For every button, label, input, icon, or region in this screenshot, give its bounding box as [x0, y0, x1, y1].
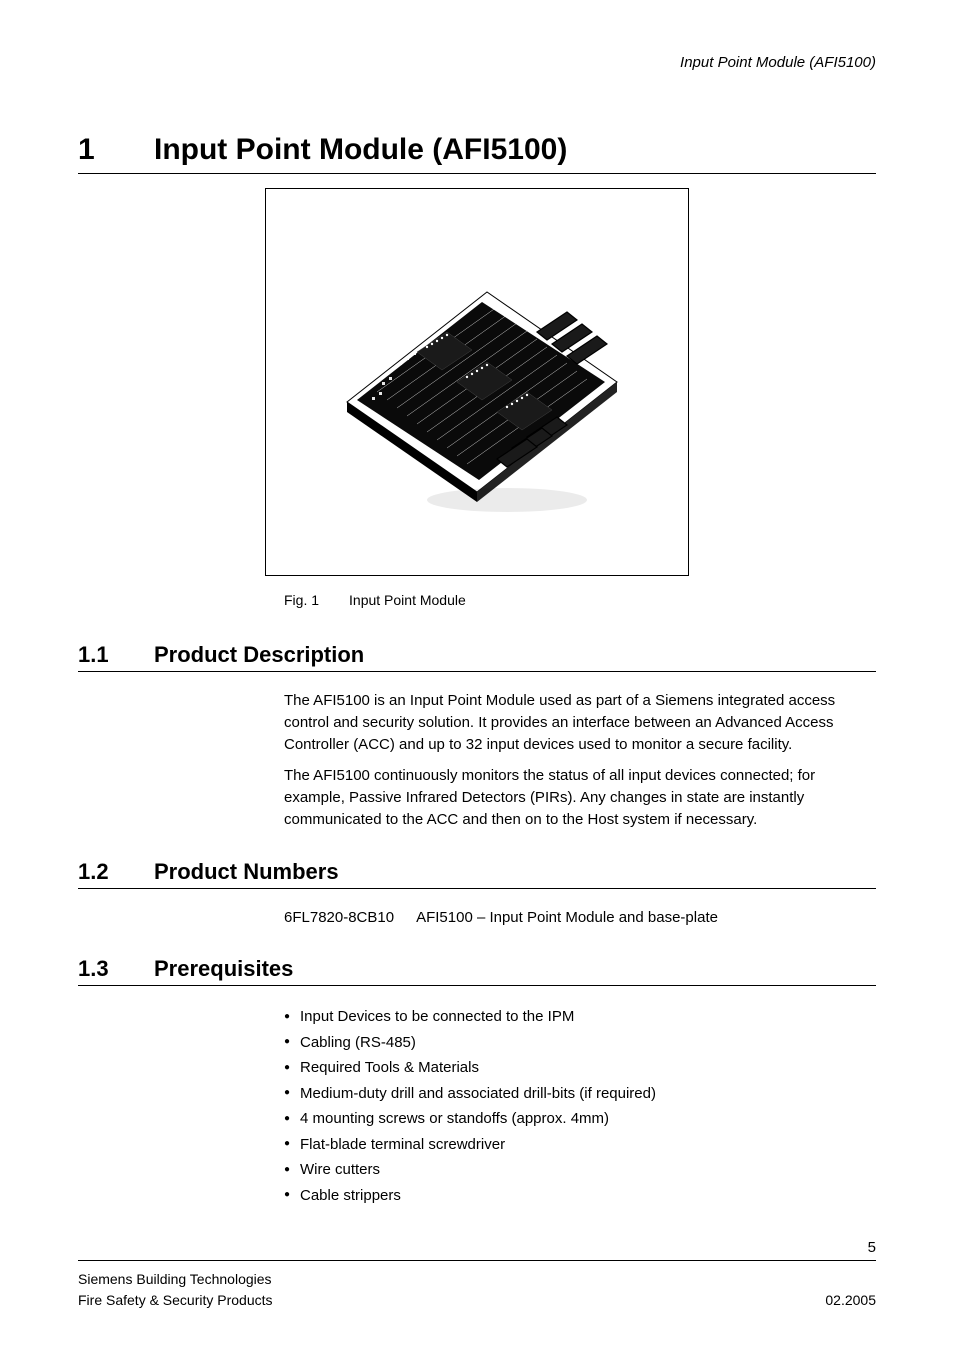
list-item: Flat-blade terminal screwdriver [284, 1132, 870, 1158]
chapter-title: Input Point Module (AFI5100) [154, 133, 567, 167]
section-heading-1-3: 1.3 Prerequisites [78, 956, 876, 986]
section-title: Product Numbers [154, 859, 339, 885]
pcb-illustration [307, 232, 647, 532]
section-1-3-body: Input Devices to be connected to the IPM… [284, 1004, 870, 1208]
section-number: 1.3 [78, 956, 154, 982]
paragraph: The AFI5100 continuously monitors the st… [284, 765, 870, 830]
page-number: 5 [78, 1239, 876, 1261]
section-heading-1-2: 1.2 Product Numbers [78, 859, 876, 889]
figure-caption: Fig. 1 Input Point Module [284, 592, 876, 608]
footer-date: 02.2005 [825, 1290, 876, 1311]
list-item: Wire cutters [284, 1157, 870, 1183]
list-item: Cable strippers [284, 1183, 870, 1209]
prerequisites-list: Input Devices to be connected to the IPM… [284, 1004, 870, 1208]
section-1-2-body: 6FL7820-8CB10 AFI5100 – Input Point Modu… [284, 907, 870, 929]
figure-frame [265, 188, 689, 576]
footer-company: Siemens Building Technologies [78, 1269, 273, 1290]
figure-label: Fig. 1 [284, 592, 319, 608]
list-item: Medium-duty drill and associated drill-b… [284, 1081, 870, 1107]
list-item: Required Tools & Materials [284, 1055, 870, 1081]
list-item: 4 mounting screws or standoffs (approx. … [284, 1106, 870, 1132]
page-footer: 5 Siemens Building Technologies Fire Saf… [78, 1239, 876, 1311]
section-heading-1-1: 1.1 Product Description [78, 642, 876, 672]
list-item: Input Devices to be connected to the IPM [284, 1004, 870, 1030]
product-number: 6FL7820-8CB10 [284, 907, 394, 929]
paragraph: The AFI5100 is an Input Point Module use… [284, 690, 870, 755]
section-1-1-body: The AFI5100 is an Input Point Module use… [284, 690, 870, 831]
section-number: 1.1 [78, 642, 154, 668]
product-description: AFI5100 – Input Point Module and base-pl… [416, 907, 718, 929]
section-title: Product Description [154, 642, 364, 668]
figure-caption-text: Input Point Module [349, 592, 466, 608]
footer-division: Fire Safety & Security Products [78, 1290, 273, 1311]
section-number: 1.2 [78, 859, 154, 885]
list-item: Cabling (RS-485) [284, 1030, 870, 1056]
chapter-number: 1 [78, 133, 154, 167]
chapter-heading: 1 Input Point Module (AFI5100) [78, 133, 876, 174]
section-title: Prerequisites [154, 956, 293, 982]
figure-container [78, 188, 876, 576]
running-header: Input Point Module (AFI5100) [78, 54, 876, 71]
